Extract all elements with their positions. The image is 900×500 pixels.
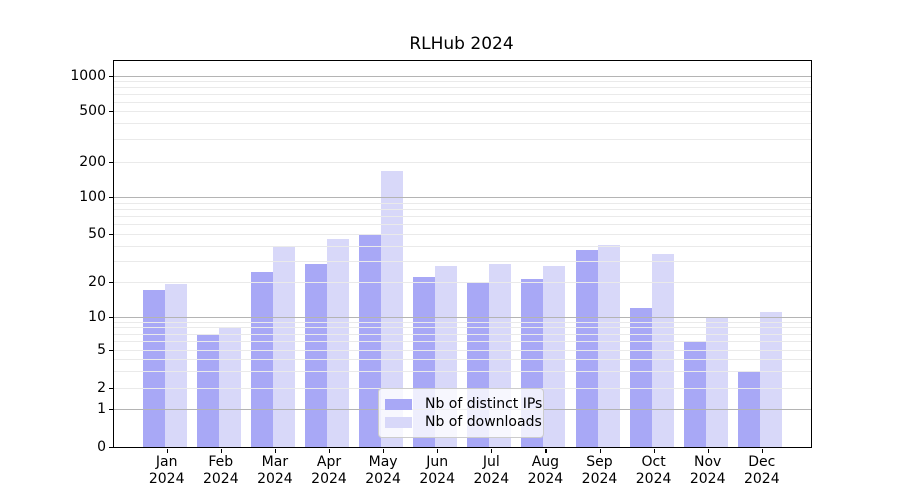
y-tick-label-50: 50 — [88, 226, 106, 243]
bar-nov-nb-of-downloads — [705, 316, 728, 447]
bar-oct-nb-of-distinct-ips — [629, 307, 652, 447]
x-tick-label-dec: Dec 2024 — [743, 454, 780, 487]
y-tick-label-100: 100 — [79, 189, 106, 205]
x-tick-label-may: May 2024 — [365, 454, 401, 487]
legend-item-nb-of-downloads: Nb of downloads — [385, 413, 542, 431]
bar-sep-nb-of-distinct-ips — [575, 249, 598, 447]
bar-nov-nb-of-distinct-ips — [683, 340, 706, 447]
x-tick-mark — [761, 449, 763, 453]
y-tick-label-5: 5 — [97, 341, 106, 358]
x-tick-label-feb: Feb 2024 — [202, 454, 239, 487]
y-tick-label-1000: 1000 — [70, 68, 106, 84]
plot-area: 0 1 2 5 10 20 50 100 200 500 1000 Jan 2024 Feb 2024 M… — [70, 60, 812, 487]
x-tick-mark — [437, 449, 439, 453]
bar-may-nb-of-distinct-ips — [359, 234, 382, 447]
x-tick-mark — [545, 449, 547, 453]
x-tick-label-aug: Aug 2024 — [527, 454, 564, 487]
x-tick-mark — [329, 449, 331, 453]
y-tick-label-0: 0 — [97, 439, 106, 455]
x-tick-mark — [653, 449, 655, 453]
legend: Nb of distinct IPs Nb of downloads — [378, 388, 544, 438]
y-tick-label-10: 10 — [88, 308, 106, 325]
bar-jan-nb-of-downloads — [164, 284, 187, 447]
y-tick-label-20: 20 — [88, 273, 106, 290]
y-tick-mark — [109, 281, 113, 283]
legend-item-nb-of-distinct-ips: Nb of distinct IPs — [385, 395, 542, 413]
legend-label: Nb of distinct IPs — [425, 396, 543, 412]
y-tick-mark — [109, 234, 113, 236]
x-tick-label-oct: Oct 2024 — [635, 454, 672, 487]
chart-title: RLHub 2024 — [409, 34, 514, 54]
x-tick-label-jun: Jun 2024 — [419, 454, 455, 487]
y-tick-label-500: 500 — [79, 103, 106, 119]
x-tick-mark — [220, 449, 222, 453]
bar-feb-nb-of-downloads — [218, 327, 241, 447]
y-tick-mark — [109, 76, 113, 78]
x-tick-mark — [383, 449, 385, 453]
x-tick-label-jan: Jan 2024 — [148, 454, 185, 487]
x-tick-mark — [491, 449, 493, 453]
x-tick-mark — [707, 449, 709, 453]
y-tick-mark — [109, 197, 113, 199]
bar-may-nb-of-downloads — [381, 171, 404, 447]
y-tick-mark — [109, 447, 113, 449]
x-tick-label-apr: Apr 2024 — [311, 454, 347, 487]
legend-swatch-nb-of-downloads — [385, 416, 412, 428]
bar-jan-nb-of-distinct-ips — [142, 289, 165, 447]
y-tick-mark — [109, 162, 113, 164]
y-tick-mark — [109, 111, 113, 113]
y-tick-label-2: 2 — [97, 379, 106, 396]
x-tick-mark — [599, 449, 601, 453]
legend-swatch-nb-of-distinct-ips — [385, 398, 412, 410]
bar-mar-nb-of-downloads — [272, 247, 295, 447]
x-tick-label-sep: Sep 2024 — [581, 454, 618, 487]
bar-sep-nb-of-downloads — [597, 244, 620, 447]
y-tick-label-200: 200 — [79, 154, 106, 170]
bar-dec-nb-of-downloads — [759, 311, 782, 447]
y-tick-mark — [109, 387, 113, 389]
x-tick-label-jul: Jul 2024 — [473, 454, 510, 487]
bar-oct-nb-of-downloads — [651, 254, 674, 447]
x-tick-mark — [166, 449, 168, 453]
bar-apr-nb-of-distinct-ips — [305, 264, 327, 447]
y-tick-label-1: 1 — [97, 400, 106, 417]
x-tick-mark — [274, 449, 277, 453]
bar-feb-nb-of-distinct-ips — [196, 333, 219, 447]
y-tick-mark — [109, 408, 113, 410]
y-tick-mark — [109, 316, 113, 318]
ticks-layer: 0 1 2 5 10 20 50 100 200 500 1000 Jan 2024 Feb 2024 M… — [70, 61, 811, 487]
x-tick-label-nov: Nov 2024 — [689, 454, 726, 487]
bar-aug-nb-of-downloads — [543, 266, 566, 447]
legend-label: Nb of downloads — [425, 414, 542, 430]
bar-apr-nb-of-downloads — [327, 238, 349, 447]
x-tick-label-mar: Mar 2024 — [257, 454, 293, 487]
y-tick-mark — [109, 349, 113, 351]
